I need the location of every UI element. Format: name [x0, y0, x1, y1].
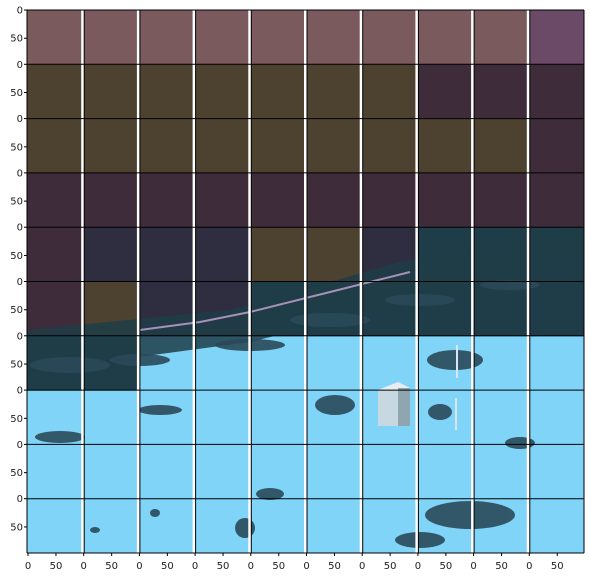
tile-tint — [138, 172, 195, 228]
y-tick-label: 0 — [17, 494, 23, 505]
x-tick-label: 0 — [248, 561, 254, 572]
y-tick-label: 50 — [10, 34, 23, 45]
tile-tint — [249, 118, 306, 174]
tile-tint — [416, 172, 474, 228]
tile-tint — [194, 172, 251, 228]
x-tick-label: 50 — [105, 561, 118, 572]
tile-tint — [528, 64, 584, 120]
tile-tint — [416, 118, 474, 174]
x-tick-label: 50 — [328, 561, 341, 572]
tile-grid — [26, 9, 585, 554]
tile-tint — [82, 118, 139, 174]
x-tick-label: 50 — [50, 561, 63, 572]
y-tick-label: 50 — [10, 468, 23, 479]
tile-tint — [138, 227, 195, 282]
y-tick-label: 50 — [10, 251, 23, 262]
y-tick-label: 0 — [17, 223, 23, 234]
x-tick-label: 0 — [136, 561, 142, 572]
tile-tint — [528, 172, 584, 228]
tile-tint — [82, 64, 139, 120]
tile-tint — [82, 227, 139, 282]
tile-tint — [27, 172, 84, 228]
tile-tint — [472, 10, 529, 65]
tile-tint — [138, 118, 195, 174]
y-tick-label: 50 — [10, 142, 23, 153]
tile-tint — [82, 172, 139, 228]
x-tick-label: 50 — [217, 561, 230, 572]
y-tick-label: 0 — [17, 60, 23, 71]
tile-tint — [528, 10, 584, 65]
tile-tint — [416, 64, 474, 120]
x-tick-label: 50 — [161, 561, 174, 572]
x-tick-label: 50 — [272, 561, 285, 572]
y-tick-label: 0 — [17, 331, 23, 342]
tile-tint — [194, 227, 251, 282]
dune-vegetation — [30, 280, 540, 548]
y-tick-label: 50 — [10, 522, 23, 533]
y-tick-label: 0 — [17, 386, 23, 397]
y-tick-label: 0 — [17, 6, 23, 17]
tile-tint — [472, 118, 529, 174]
tile-tint — [249, 227, 306, 282]
tile-tint — [305, 118, 362, 174]
tile-tint — [27, 227, 84, 282]
tile-tint — [249, 10, 306, 65]
x-tick-label: 0 — [303, 561, 309, 572]
y-tick-label: 50 — [10, 360, 23, 371]
x-tick-label: 0 — [81, 561, 87, 572]
tile-tint — [472, 172, 529, 228]
tile-tint — [27, 64, 84, 120]
tile-tint — [305, 172, 362, 228]
x-tick-label: 0 — [192, 561, 198, 572]
beach-hut — [378, 382, 410, 426]
tile-tint — [82, 10, 139, 65]
y-tick-label: 0 — [17, 277, 23, 288]
tile-tint — [528, 118, 584, 174]
x-tick-label: 0 — [526, 561, 532, 572]
y-tick-label: 0 — [17, 114, 23, 125]
tile-tint — [305, 10, 362, 65]
tile-tint — [194, 10, 251, 65]
tile-tint — [472, 64, 529, 120]
x-tick-label: 0 — [470, 561, 476, 572]
y-tick-label: 50 — [10, 197, 23, 208]
tile-tick-labels: 0 50 0 50 0 50 0 50 0 50 0 50 0 50 0 50 0 50 0 50 0 50 0 50 0 50 0… — [10, 6, 563, 573]
tile-tint — [305, 64, 362, 120]
y-tick-label: 50 — [10, 305, 23, 316]
tile-tint — [194, 118, 251, 174]
x-tick-label: 50 — [551, 561, 564, 572]
tile-tint — [361, 172, 418, 228]
tile-tint — [138, 10, 195, 65]
tile-tint — [249, 172, 306, 228]
tile-tint — [528, 281, 584, 337]
x-tick-label: 50 — [384, 561, 397, 572]
y-tick-label: 0 — [17, 168, 23, 179]
tile-tint — [472, 281, 529, 337]
tile-tint — [361, 10, 418, 65]
tile-tint — [305, 227, 362, 282]
y-tick-label: 0 — [17, 440, 23, 451]
tile-tint — [416, 10, 474, 65]
x-tick-label: 50 — [439, 561, 452, 572]
y-tick-label: 50 — [10, 414, 23, 425]
x-tick-label: 0 — [25, 561, 31, 572]
x-tick-label: 50 — [495, 561, 508, 572]
tile-tint — [361, 118, 418, 174]
x-tick-label: 0 — [359, 561, 365, 572]
tile-tint — [194, 64, 251, 120]
x-tick-label: 0 — [415, 561, 421, 572]
tile-tint — [138, 64, 195, 120]
tile-tint — [249, 64, 306, 120]
tile-tint — [27, 118, 84, 174]
tile-tint — [27, 10, 84, 65]
y-tick-label: 50 — [10, 88, 23, 99]
tile-tint — [361, 64, 418, 120]
